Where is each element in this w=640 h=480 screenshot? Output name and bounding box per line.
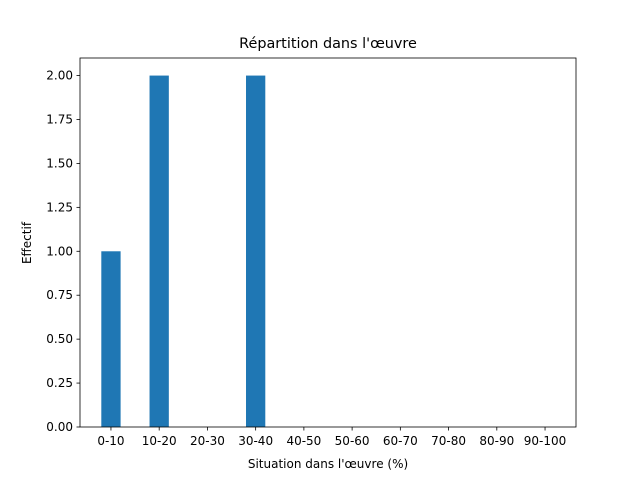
x-tick-label: 90-100: [524, 434, 567, 448]
bar: [246, 75, 266, 428]
x-tick-label: 70-80: [431, 434, 466, 448]
x-axis-label: Situation dans l'œuvre (%): [248, 457, 408, 471]
y-tick-label: 1.75: [46, 113, 73, 127]
x-tick-label: 40-50: [286, 434, 321, 448]
x-tick-label: 0-10: [97, 434, 124, 448]
bar: [101, 251, 121, 427]
y-tick-label: 0.50: [46, 332, 73, 346]
y-tick-label: 1.50: [46, 156, 73, 170]
x-tick-label: 10-20: [142, 434, 177, 448]
plot-frame: [79, 57, 577, 428]
y-axis-label: Effectif: [20, 221, 34, 264]
y-tick-label: 0.25: [46, 376, 73, 390]
x-tick-label: 60-70: [383, 434, 418, 448]
y-tick-label: 0.00: [46, 420, 73, 434]
x-tick-label: 80-90: [479, 434, 514, 448]
bar: [149, 75, 169, 428]
x-tick-label: 50-60: [335, 434, 370, 448]
y-tick-label: 0.75: [46, 288, 73, 302]
chart-title: Répartition dans l'œuvre: [239, 36, 417, 52]
x-tick-label: 20-30: [190, 434, 225, 448]
y-tick-label: 1.25: [46, 200, 73, 214]
x-tick-label: 30-40: [238, 434, 273, 448]
y-tick-label: 1.00: [46, 244, 73, 258]
y-tick-label: 2.00: [46, 69, 73, 83]
